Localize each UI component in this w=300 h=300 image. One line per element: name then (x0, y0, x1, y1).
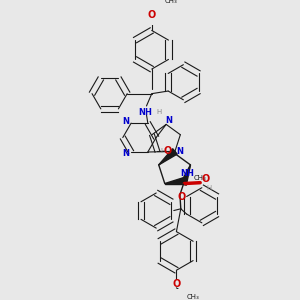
Text: H: H (156, 109, 161, 115)
Text: CH₃: CH₃ (194, 175, 206, 181)
Text: O: O (201, 174, 210, 184)
Polygon shape (165, 178, 184, 184)
Polygon shape (159, 149, 177, 165)
Text: O: O (172, 279, 181, 289)
Text: NH: NH (138, 108, 152, 117)
Text: CH₃: CH₃ (165, 0, 177, 4)
Text: O: O (178, 192, 186, 203)
Text: NH: NH (181, 169, 194, 178)
Text: O: O (148, 10, 156, 20)
Text: CH₃: CH₃ (187, 294, 200, 300)
Text: N: N (122, 149, 129, 158)
Text: N: N (122, 117, 129, 126)
Polygon shape (181, 165, 190, 185)
Text: H: H (160, 148, 165, 154)
Text: N: N (177, 147, 184, 156)
Text: H: H (206, 185, 211, 191)
Text: O: O (164, 146, 172, 156)
Text: N: N (165, 116, 172, 125)
